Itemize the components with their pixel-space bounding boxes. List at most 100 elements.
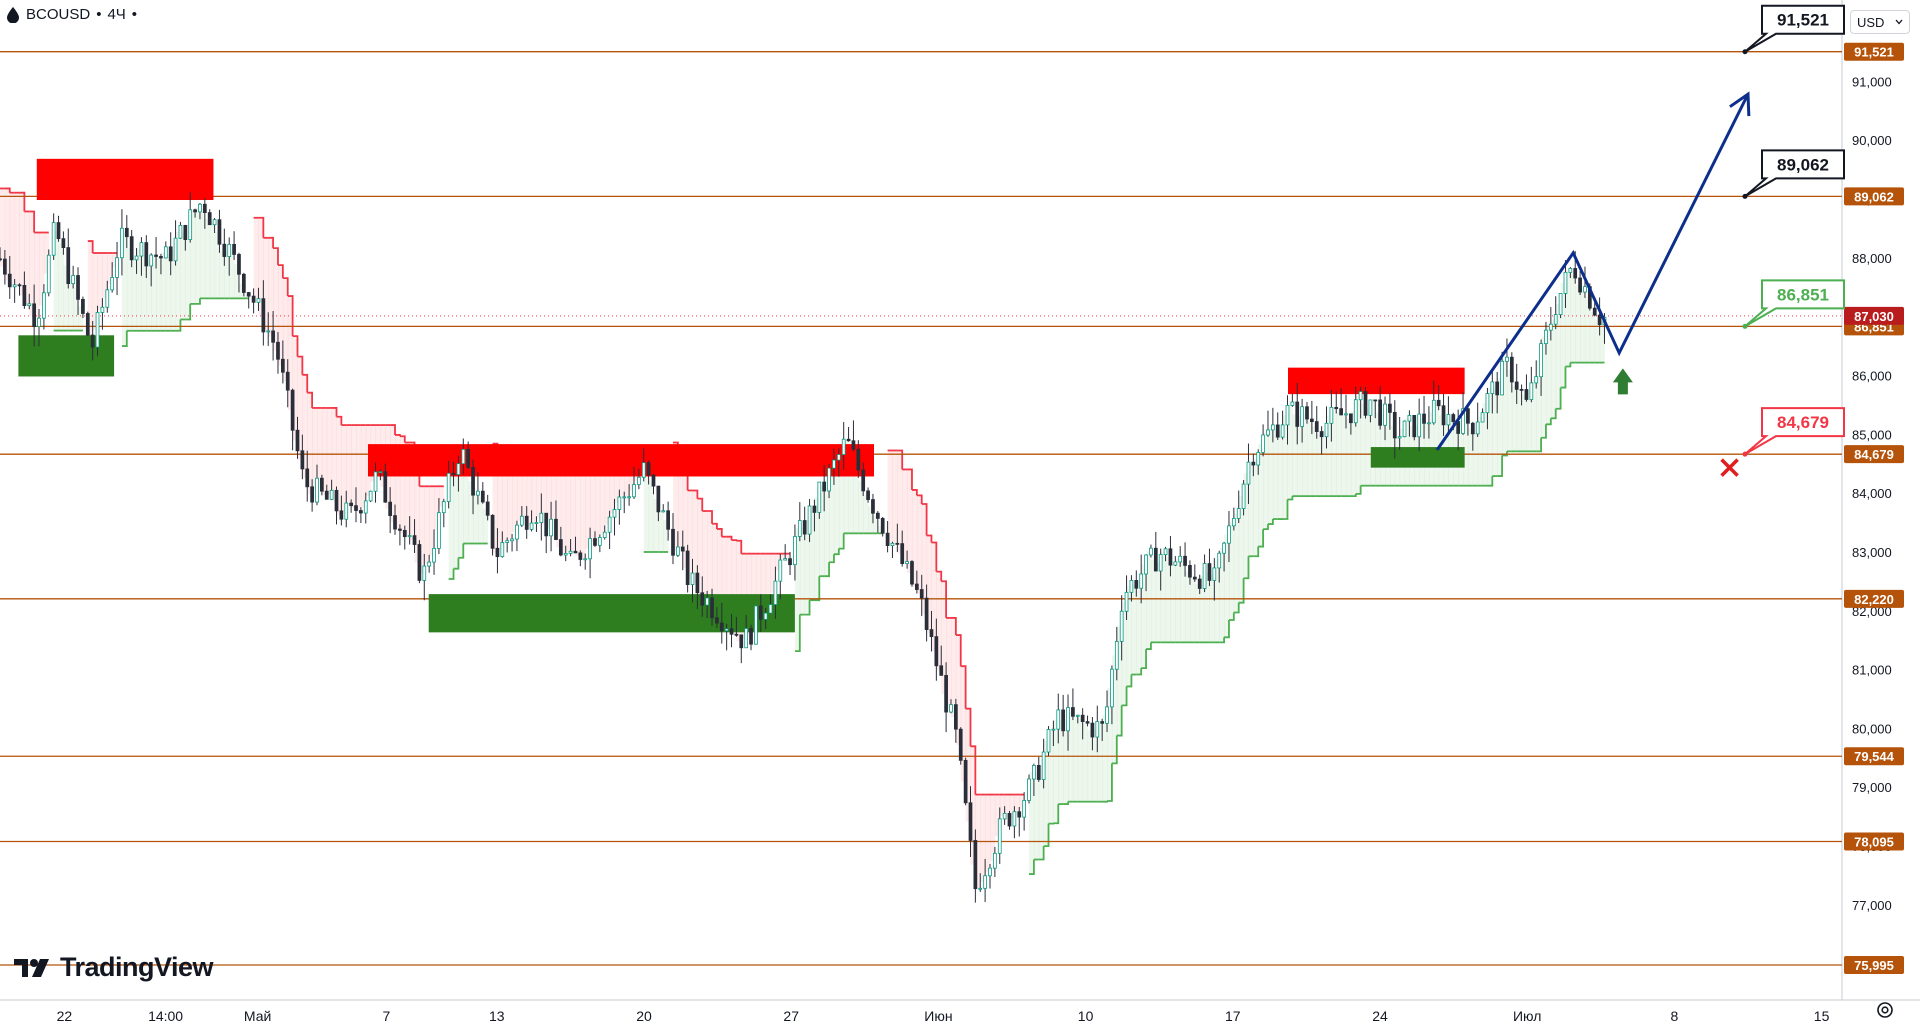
stop-band-fill bbox=[341, 425, 347, 512]
candle-body bbox=[120, 227, 124, 259]
stop-band-fill bbox=[1589, 311, 1596, 363]
stop-band-fill bbox=[360, 425, 367, 507]
candle-body bbox=[1046, 729, 1051, 753]
stop-band-fill bbox=[1287, 403, 1293, 500]
stop-line bbox=[697, 497, 704, 512]
stop-band-fill bbox=[653, 498, 659, 552]
stop-band-fill bbox=[590, 465, 596, 542]
gear-icon[interactable] bbox=[1874, 999, 1896, 1021]
stop-band-fill bbox=[599, 465, 606, 535]
stop-band-fill bbox=[1048, 729, 1054, 824]
stop-line bbox=[297, 355, 304, 375]
stop-band-fill bbox=[702, 511, 708, 602]
stop-band-fill bbox=[19, 192, 25, 296]
candle-body bbox=[168, 246, 173, 262]
candle-body bbox=[729, 628, 734, 635]
price-tick-label: 86,000 bbox=[1852, 368, 1892, 383]
stop-band-fill bbox=[34, 232, 40, 323]
candle-body bbox=[212, 219, 217, 226]
stop-line bbox=[1287, 496, 1294, 501]
stop-cross-icon bbox=[1720, 458, 1739, 477]
stop-band-fill bbox=[1102, 715, 1108, 802]
stop-band-fill bbox=[1219, 548, 1225, 643]
stop-band-fill bbox=[1277, 431, 1284, 520]
candle-body bbox=[822, 481, 827, 492]
candle-body bbox=[1134, 580, 1139, 589]
stop-band-fill bbox=[507, 462, 513, 540]
stop-band-fill bbox=[263, 237, 269, 332]
candle-body bbox=[632, 484, 636, 498]
stop-band-fill bbox=[941, 581, 947, 694]
stop-band-fill bbox=[565, 462, 572, 553]
trailing-stop-bands bbox=[0, 187, 1605, 889]
stop-band-fill bbox=[1199, 576, 1206, 643]
candle-body bbox=[280, 358, 285, 373]
candle-body bbox=[1514, 381, 1519, 390]
candle-body bbox=[1339, 408, 1343, 416]
time-tick-label: 22 bbox=[57, 1008, 73, 1024]
stop-band-fill bbox=[1224, 534, 1230, 638]
stop-band-fill bbox=[897, 450, 903, 554]
stop-line bbox=[916, 494, 923, 505]
stop-band-fill bbox=[843, 440, 850, 534]
candle-body bbox=[1544, 329, 1548, 344]
stop-line bbox=[926, 534, 933, 543]
current-price-tag bbox=[1844, 306, 1904, 325]
resistance-zone bbox=[36, 158, 214, 200]
currency-value: USD bbox=[1857, 14, 1885, 30]
candle-body bbox=[285, 371, 290, 391]
stop-band-fill bbox=[560, 462, 567, 555]
stop-band-fill bbox=[907, 469, 913, 573]
candle-body bbox=[1041, 751, 1046, 780]
candle-body bbox=[17, 284, 22, 287]
candle-body bbox=[661, 510, 666, 513]
candle-body bbox=[1012, 811, 1017, 827]
interval-label[interactable]: 4Ч bbox=[107, 6, 126, 23]
stop-band-fill bbox=[1097, 722, 1103, 802]
stop-band-fill bbox=[946, 617, 952, 709]
stop-band-fill bbox=[716, 528, 723, 627]
candle-body bbox=[710, 597, 714, 619]
currency-select[interactable]: USD bbox=[1850, 10, 1910, 34]
stop-band-fill bbox=[224, 250, 230, 299]
stop-band-fill bbox=[911, 489, 918, 587]
stop-band-fill bbox=[9, 192, 16, 286]
candle-body bbox=[344, 502, 349, 520]
candle-body bbox=[1188, 565, 1192, 578]
stop-band-fill bbox=[965, 708, 971, 822]
stop-line bbox=[965, 707, 972, 747]
candle-body bbox=[495, 547, 500, 558]
candle-body bbox=[1227, 525, 1231, 544]
stop-band-fill bbox=[24, 211, 30, 305]
candle-body bbox=[1090, 722, 1095, 738]
stop-band-fill bbox=[868, 506, 874, 534]
symbol-header[interactable]: BCOUSD • 4Ч • bbox=[6, 6, 137, 23]
tradingview-logo[interactable]: TradingView bbox=[14, 952, 214, 983]
candle-body bbox=[1110, 668, 1114, 708]
stop-band-fill bbox=[853, 459, 859, 534]
stop-band-fill bbox=[721, 536, 728, 630]
candle-body bbox=[900, 543, 905, 564]
stop-band-fill bbox=[726, 536, 733, 632]
candle-body bbox=[627, 496, 631, 499]
time-tick-label: 20 bbox=[636, 1008, 652, 1024]
candle-body bbox=[339, 510, 344, 520]
stop-band-fill bbox=[170, 249, 177, 331]
candle-body bbox=[1032, 765, 1036, 780]
stop-band-fill bbox=[1292, 414, 1298, 497]
candle-body bbox=[1378, 399, 1383, 426]
stop-line bbox=[1219, 637, 1225, 644]
candle-body bbox=[1236, 508, 1241, 519]
time-tick-label: Июл bbox=[1513, 1008, 1541, 1024]
candle-body bbox=[1100, 721, 1105, 724]
stop-band-fill bbox=[160, 252, 167, 331]
candle-body bbox=[446, 472, 451, 502]
stop-band-fill bbox=[516, 462, 523, 521]
stop-line bbox=[277, 264, 284, 279]
time-tick-label: 13 bbox=[489, 1008, 505, 1024]
candle-body bbox=[1480, 412, 1485, 423]
price-callout-label: 89,062 bbox=[1777, 155, 1829, 174]
stop-band-fill bbox=[1482, 403, 1488, 486]
stop-band-fill bbox=[199, 208, 206, 299]
